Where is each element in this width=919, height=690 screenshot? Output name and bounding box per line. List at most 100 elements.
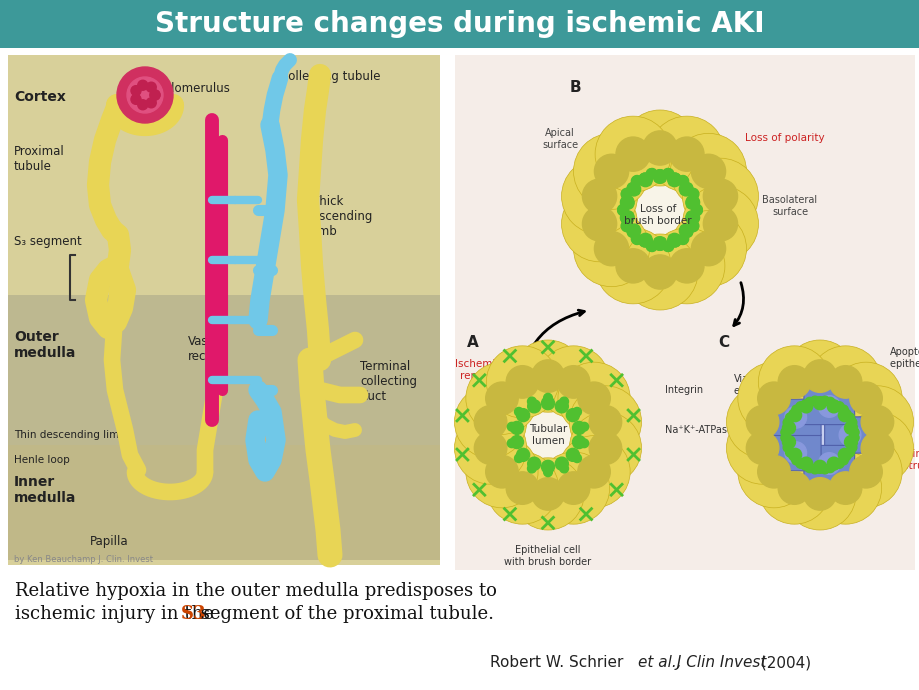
Circle shape	[799, 457, 811, 470]
Circle shape	[664, 241, 673, 251]
Circle shape	[639, 237, 649, 247]
Circle shape	[812, 397, 825, 410]
Circle shape	[560, 397, 568, 406]
Circle shape	[824, 397, 834, 407]
Circle shape	[595, 228, 670, 304]
Circle shape	[510, 435, 523, 448]
Circle shape	[845, 448, 854, 457]
Text: Thin descending limb: Thin descending limb	[14, 430, 126, 440]
Circle shape	[541, 397, 554, 410]
Circle shape	[838, 405, 847, 415]
Circle shape	[687, 188, 698, 198]
Circle shape	[511, 340, 584, 412]
Circle shape	[860, 406, 892, 438]
Circle shape	[829, 435, 902, 508]
Circle shape	[516, 448, 529, 462]
Text: A: A	[467, 335, 478, 350]
Circle shape	[690, 232, 725, 266]
Circle shape	[795, 459, 804, 469]
Text: C: C	[717, 335, 729, 350]
Circle shape	[626, 224, 640, 238]
Circle shape	[506, 422, 516, 431]
Circle shape	[844, 422, 857, 435]
Circle shape	[690, 155, 725, 188]
Circle shape	[826, 400, 839, 413]
Circle shape	[579, 422, 588, 431]
Circle shape	[826, 457, 839, 470]
Circle shape	[782, 443, 791, 452]
Circle shape	[639, 173, 649, 183]
Circle shape	[654, 170, 664, 179]
Circle shape	[663, 241, 672, 252]
Circle shape	[663, 168, 672, 178]
Circle shape	[594, 232, 628, 266]
Circle shape	[569, 412, 641, 484]
Circle shape	[685, 210, 698, 224]
Circle shape	[849, 455, 881, 488]
Text: Outer
medulla: Outer medulla	[14, 330, 76, 360]
Circle shape	[785, 413, 794, 422]
Text: J Clin Invest: J Clin Invest	[671, 655, 766, 670]
Circle shape	[616, 249, 650, 283]
Circle shape	[617, 167, 702, 253]
Circle shape	[528, 400, 540, 413]
Circle shape	[577, 455, 609, 488]
Circle shape	[783, 340, 856, 412]
Circle shape	[566, 448, 579, 462]
Circle shape	[678, 234, 688, 244]
Circle shape	[777, 472, 810, 504]
Circle shape	[627, 183, 637, 193]
Circle shape	[834, 459, 843, 469]
Circle shape	[678, 182, 692, 196]
Circle shape	[844, 435, 857, 448]
Circle shape	[465, 435, 538, 508]
Circle shape	[645, 241, 655, 251]
Circle shape	[812, 460, 825, 473]
Circle shape	[645, 168, 655, 179]
Circle shape	[689, 197, 698, 207]
Circle shape	[804, 397, 813, 407]
Circle shape	[516, 408, 529, 422]
Circle shape	[619, 196, 633, 209]
Circle shape	[630, 234, 641, 244]
Circle shape	[840, 386, 913, 458]
Circle shape	[667, 173, 681, 187]
Circle shape	[664, 168, 673, 179]
Circle shape	[669, 137, 703, 171]
Circle shape	[726, 386, 798, 458]
Circle shape	[555, 400, 568, 413]
Circle shape	[561, 158, 637, 234]
Circle shape	[620, 221, 630, 230]
Circle shape	[687, 221, 698, 232]
Circle shape	[485, 455, 517, 488]
Text: Basolateral
surface: Basolateral surface	[762, 195, 817, 217]
Circle shape	[846, 418, 856, 427]
Bar	[455, 55, 914, 570]
Circle shape	[560, 464, 568, 473]
Circle shape	[677, 235, 687, 244]
Circle shape	[619, 210, 633, 224]
Text: S3: S3	[180, 605, 206, 623]
Circle shape	[810, 396, 819, 406]
Circle shape	[688, 221, 698, 230]
Circle shape	[780, 433, 789, 442]
Circle shape	[846, 443, 856, 452]
FancyBboxPatch shape	[769, 400, 820, 435]
Circle shape	[795, 402, 804, 411]
Circle shape	[130, 95, 141, 104]
Circle shape	[617, 206, 627, 215]
Text: by Ken Beauchamp J. Clin. Invest: by Ken Beauchamp J. Clin. Invest	[14, 555, 153, 564]
Text: Epithelial cell
with brush border: Epithelial cell with brush border	[504, 545, 591, 566]
Circle shape	[537, 346, 609, 418]
Text: Robert W. Schrier: Robert W. Schrier	[490, 655, 628, 670]
Circle shape	[511, 457, 584, 530]
Text: Inner
medulla: Inner medulla	[14, 475, 76, 505]
Circle shape	[572, 422, 584, 435]
Text: (2004): (2004)	[755, 655, 811, 670]
Text: Thick
ascending
limb: Thick ascending limb	[312, 195, 372, 238]
Text: Loss of polarity: Loss of polarity	[744, 133, 824, 143]
Circle shape	[677, 175, 687, 186]
Circle shape	[620, 189, 630, 199]
Circle shape	[557, 472, 589, 504]
Circle shape	[454, 386, 526, 458]
